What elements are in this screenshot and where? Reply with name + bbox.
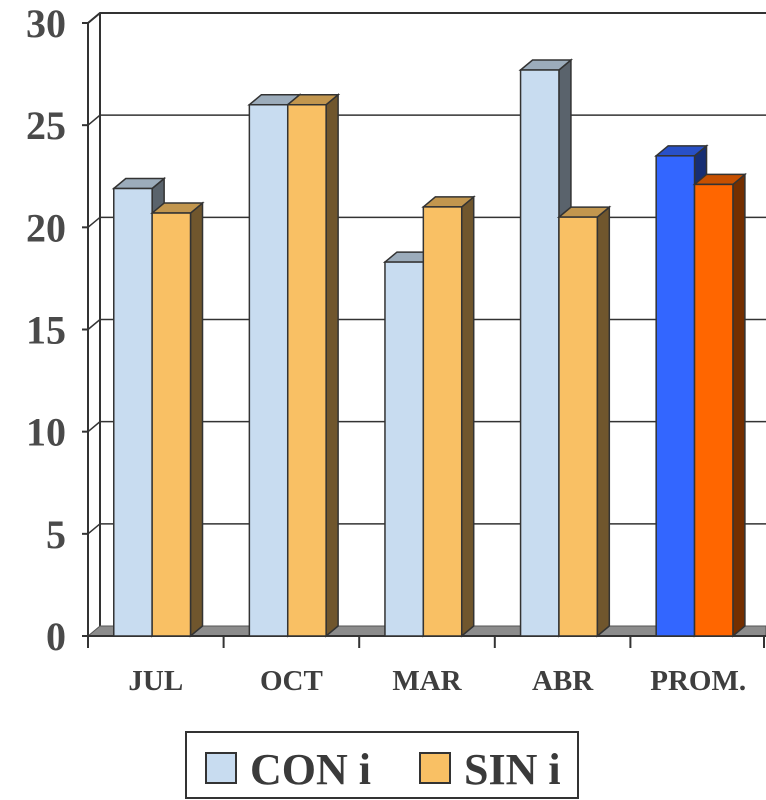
bar-front [384,261,425,637]
bar-front [248,103,289,637]
y-tick-label: 30 [26,1,66,46]
legend-swatch-sin-i [419,752,451,784]
bar-front [519,69,560,637]
bar-front [151,212,192,637]
bar-front [286,103,327,637]
bar [421,195,476,638]
bars [111,58,747,638]
bar-front [422,206,463,637]
y-tick-label: 5 [46,512,66,557]
bar-side [460,195,475,638]
legend-label-sin-i: SIN i [464,745,561,794]
bar [285,93,341,638]
gridlines [87,12,766,535]
x-tick-label: ABR [532,665,594,697]
bar-front [113,187,153,637]
bar-side [189,201,204,638]
x-tick-label: PROM. [650,665,746,697]
bar-front [655,155,696,637]
legend: CON i SIN i [185,731,579,799]
bar [150,201,205,638]
bar-front [693,183,734,637]
bar-side [732,172,746,638]
legend-box [185,731,579,799]
gridline [87,114,766,126]
bar [692,172,747,638]
bar-side [325,93,339,638]
back-wall-top-edge [87,12,766,24]
y-tick-label: 15 [26,308,66,353]
y-tick-label: 0 [46,614,66,659]
bar-front [558,216,599,637]
y-tick-label: 10 [26,410,66,455]
legend-label-con-i: CON i [250,745,371,794]
y-axis-ticks: 0 5 10 15 20 25 30 [26,1,88,659]
y-tick-label: 25 [26,103,66,148]
y-tick-label: 20 [26,205,66,250]
x-tick-label: JUL [128,665,183,697]
x-axis-ticks: JUL OCT MAR ABR PROM. [87,636,765,697]
x-tick-label: MAR [392,665,462,697]
legend-swatch-con-i [205,752,237,784]
bar-side [596,205,611,638]
x-tick-label: OCT [260,665,323,697]
bar [556,205,612,638]
gridline [87,12,766,24]
